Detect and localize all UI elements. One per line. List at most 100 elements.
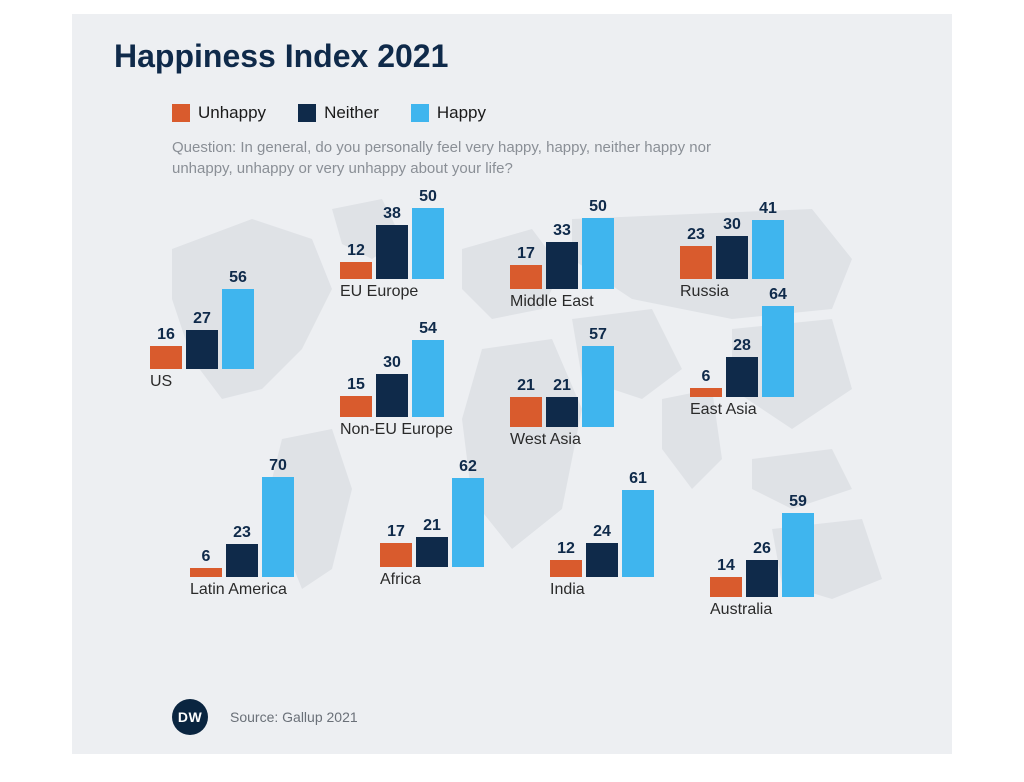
bar-group-row: 122461 — [550, 477, 690, 577]
bar-group: 26 — [746, 540, 778, 597]
legend-item: Happy — [411, 103, 486, 123]
bar-value: 15 — [347, 376, 365, 394]
region-chart: 172162Africa — [380, 467, 520, 589]
bar-group: 21 — [510, 377, 542, 427]
bar-group: 6 — [690, 368, 722, 397]
bar-value: 27 — [193, 310, 211, 328]
legend-label: Happy — [437, 103, 486, 123]
bar — [376, 374, 408, 417]
bar-group: 38 — [376, 205, 408, 279]
bar-group: 59 — [782, 493, 814, 597]
bar — [190, 568, 222, 577]
legend-swatch — [298, 104, 316, 122]
bar-group: 62 — [452, 458, 484, 567]
bar-value: 61 — [629, 470, 647, 488]
page-title: Happiness Index 2021 — [72, 14, 952, 75]
bar — [752, 220, 784, 279]
region-chart: 142659Australia — [710, 497, 850, 619]
bar-value: 6 — [702, 368, 711, 386]
bar — [452, 478, 484, 567]
bar-value: 56 — [229, 269, 247, 287]
bar-group: 30 — [376, 354, 408, 417]
bar-value: 12 — [557, 540, 575, 558]
bar-group: 33 — [546, 222, 578, 289]
bar-group: 12 — [550, 540, 582, 577]
bar-group: 21 — [546, 377, 578, 427]
bar-group: 57 — [582, 326, 614, 427]
region-label: US — [150, 373, 290, 391]
source-text: Source: Gallup 2021 — [230, 709, 358, 725]
bar-value: 57 — [589, 326, 607, 344]
bar — [680, 246, 712, 279]
bar-group: 70 — [262, 457, 294, 577]
bar-value: 24 — [593, 523, 611, 541]
bar — [262, 477, 294, 577]
bar-group-row: 62370 — [190, 477, 330, 577]
legend: Unhappy Neither Happy — [72, 75, 952, 131]
bar-group-row: 23 30 41 — [680, 179, 820, 279]
bar — [762, 306, 794, 397]
legend-item: Unhappy — [172, 103, 266, 123]
bar-value: 17 — [387, 523, 405, 541]
bar-value: 16 — [157, 326, 175, 344]
legend-swatch — [411, 104, 429, 122]
bar — [186, 330, 218, 369]
bar-value: 30 — [723, 216, 741, 234]
region-label: India — [550, 581, 690, 599]
legend-item: Neither — [298, 103, 379, 123]
bar-value: 23 — [687, 226, 705, 244]
bar-value: 21 — [423, 517, 441, 535]
bar-group: 64 — [762, 286, 794, 397]
bar-group: 14 — [710, 557, 742, 597]
bar — [726, 357, 758, 397]
bar — [416, 537, 448, 567]
bar-group: 28 — [726, 337, 758, 397]
bar-value: 41 — [759, 200, 777, 218]
bar — [550, 560, 582, 577]
bar-group: 56 — [222, 269, 254, 369]
bar-group: 16 — [150, 326, 182, 369]
bar-group: 21 — [416, 517, 448, 567]
bar — [546, 242, 578, 289]
bar — [340, 396, 372, 417]
region-chart: 16 27 56 US — [150, 269, 290, 391]
bar — [340, 262, 372, 279]
infographic-container: Happiness Index 2021 Unhappy Neither Happy… — [72, 14, 952, 754]
bar — [710, 577, 742, 597]
region-label: Australia — [710, 601, 850, 619]
map-area: 123850EU Europe173350Middle East233041Ru… — [72, 179, 952, 699]
region-label: East Asia — [690, 401, 830, 419]
bar — [586, 543, 618, 577]
bar — [226, 544, 258, 577]
bar-value: 59 — [789, 493, 807, 511]
bar-group: 17 — [380, 523, 412, 567]
region-label: Latin America — [190, 581, 330, 599]
bar — [412, 208, 444, 279]
bar-group: 23 — [680, 226, 712, 279]
bar-value: 26 — [753, 540, 771, 558]
bar — [150, 346, 182, 369]
bar-group: 41 — [752, 200, 784, 279]
bar — [582, 218, 614, 289]
bar-group: 30 — [716, 216, 748, 279]
region-label: West Asia — [510, 431, 650, 449]
region-chart: 153054Non-EU Europe — [340, 317, 480, 439]
bar — [582, 346, 614, 427]
bar-group: 50 — [582, 198, 614, 289]
bar — [376, 225, 408, 279]
bar-group: 6 — [190, 548, 222, 577]
bar-value: 6 — [202, 548, 211, 566]
bar-group: 23 — [226, 524, 258, 577]
bar — [690, 388, 722, 397]
region-chart: 2121 57 West Asia — [510, 327, 650, 449]
bar-value: 62 — [459, 458, 477, 476]
legend-swatch — [172, 104, 190, 122]
bar — [510, 397, 542, 427]
bar-value: 38 — [383, 205, 401, 223]
bar-value: 33 — [553, 222, 571, 240]
bar-group-row: 173350 — [510, 189, 650, 289]
bar — [546, 397, 578, 427]
region-label: EU Europe — [340, 283, 480, 301]
bar-group-row: 153054 — [340, 317, 480, 417]
region-label: Middle East — [510, 293, 650, 311]
